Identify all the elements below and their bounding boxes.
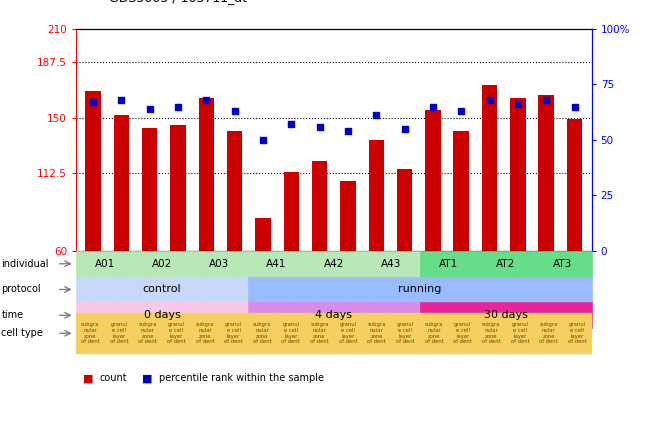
Text: AT1: AT1 (439, 259, 458, 269)
Bar (198, 99, 214, 251)
Bar (369, 140, 384, 251)
Bar (425, 110, 441, 251)
Point (513, 101, 524, 108)
Point (456, 107, 467, 115)
Text: 30 days: 30 days (484, 310, 527, 320)
Bar (170, 125, 186, 251)
Text: subgra
nular
zone
of dent: subgra nular zone of dent (253, 322, 272, 345)
Text: granul
e cell
layer
of dent: granul e cell layer of dent (224, 322, 243, 345)
Text: 4 days: 4 days (315, 310, 352, 320)
Text: time: time (1, 310, 23, 320)
Bar (255, 218, 271, 251)
Point (428, 103, 438, 110)
Bar (340, 181, 356, 251)
Bar (85, 91, 100, 251)
Text: protocol: protocol (1, 285, 41, 294)
Text: granul
e cell
layer
of dent: granul e cell layer of dent (568, 322, 587, 345)
Bar (397, 170, 412, 251)
Text: subgra
nular
zone
of dent: subgra nular zone of dent (424, 322, 444, 345)
Point (173, 103, 183, 110)
Text: granul
e cell
layer
of dent: granul e cell layer of dent (338, 322, 358, 345)
Point (541, 96, 551, 103)
Text: control: control (143, 285, 181, 294)
Point (371, 112, 381, 119)
Point (342, 127, 353, 135)
Point (485, 96, 495, 103)
Text: individual: individual (1, 259, 49, 269)
Text: A41: A41 (266, 259, 287, 269)
Bar (539, 95, 554, 251)
Text: GDS5005 / 103711_at: GDS5005 / 103711_at (109, 0, 247, 4)
Text: count: count (99, 373, 127, 383)
Point (116, 96, 127, 103)
Text: A01: A01 (95, 259, 115, 269)
Text: AT3: AT3 (553, 259, 572, 269)
Point (201, 96, 212, 103)
Text: running: running (398, 285, 442, 294)
Bar (227, 131, 243, 251)
Text: granul
e cell
layer
of dent: granul e cell layer of dent (510, 322, 529, 345)
Text: 0 days: 0 days (143, 310, 180, 320)
Text: granul
e cell
layer
of dent: granul e cell layer of dent (282, 322, 300, 345)
Bar (142, 128, 157, 251)
Text: A42: A42 (324, 259, 344, 269)
Text: A43: A43 (381, 259, 401, 269)
Text: granul
e cell
layer
of dent: granul e cell layer of dent (396, 322, 415, 345)
Point (569, 103, 580, 110)
Text: ■: ■ (142, 373, 153, 383)
Point (286, 121, 297, 128)
Text: cell type: cell type (1, 328, 43, 338)
Bar (482, 85, 497, 251)
Bar (284, 172, 299, 251)
Bar (510, 99, 525, 251)
Text: subgra
nular
zone
of dent: subgra nular zone of dent (81, 322, 100, 345)
Text: granul
e cell
layer
of dent: granul e cell layer of dent (167, 322, 186, 345)
Point (258, 136, 268, 143)
Text: A02: A02 (152, 259, 172, 269)
Text: AT2: AT2 (496, 259, 516, 269)
Text: granul
e cell
layer
of dent: granul e cell layer of dent (453, 322, 472, 345)
Text: subgra
nular
zone
of dent: subgra nular zone of dent (482, 322, 501, 345)
Text: subgra
nular
zone
of dent: subgra nular zone of dent (138, 322, 157, 345)
Point (315, 123, 325, 130)
Text: A03: A03 (209, 259, 229, 269)
Text: subgra
nular
zone
of dent: subgra nular zone of dent (368, 322, 386, 345)
Bar (453, 131, 469, 251)
Text: ■: ■ (83, 373, 93, 383)
Point (229, 107, 240, 115)
Bar (312, 161, 327, 251)
Text: subgra
nular
zone
of dent: subgra nular zone of dent (196, 322, 214, 345)
Text: granul
e cell
layer
of dent: granul e cell layer of dent (110, 322, 128, 345)
Point (399, 125, 410, 132)
Text: subgra
nular
zone
of dent: subgra nular zone of dent (539, 322, 558, 345)
Point (144, 105, 155, 112)
Text: subgra
nular
zone
of dent: subgra nular zone of dent (310, 322, 329, 345)
Point (88, 99, 98, 106)
Bar (567, 119, 582, 251)
Text: percentile rank within the sample: percentile rank within the sample (159, 373, 324, 383)
Bar (114, 115, 129, 251)
